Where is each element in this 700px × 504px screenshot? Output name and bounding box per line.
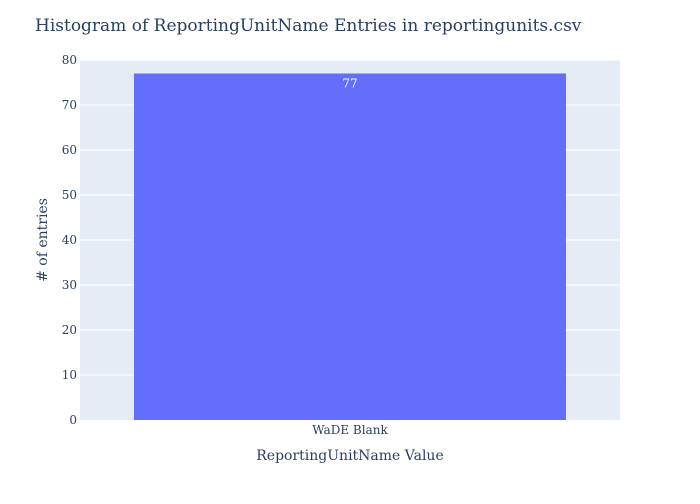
chart-title: Histogram of ReportingUnitName Entries i…: [35, 16, 582, 36]
y-tick-label: 80: [62, 53, 77, 67]
y-tick-label: 40: [62, 233, 77, 247]
y-tick-label: 30: [62, 278, 77, 292]
y-tick-label: 60: [62, 143, 77, 157]
x-tick-label: WaDE Blank: [312, 423, 388, 437]
y-tick-label: 20: [62, 323, 77, 337]
y-tick-label: 50: [62, 188, 77, 202]
bar-data-label: 77: [342, 77, 357, 91]
y-axis-title: # of entries: [35, 198, 51, 282]
bars: 77: [134, 73, 566, 420]
y-tick-label: 70: [62, 98, 77, 112]
bar: [134, 73, 566, 420]
y-tick-label: 10: [62, 368, 77, 382]
x-axis-ticks: WaDE Blank: [312, 423, 388, 437]
y-tick-label: 0: [69, 413, 77, 427]
x-axis-title: ReportingUnitName Value: [256, 448, 443, 464]
y-axis-ticks: 0 10 20 30 40 50 60 70 80: [62, 53, 77, 427]
